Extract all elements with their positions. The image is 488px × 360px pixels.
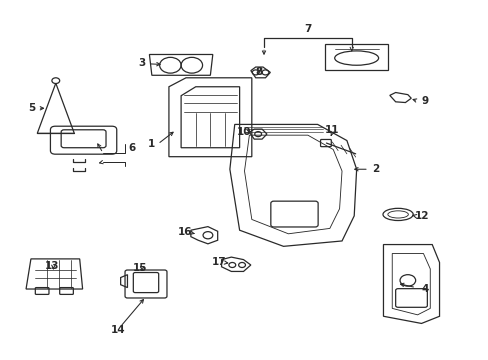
Text: 15: 15 [132,263,146,273]
Text: 13: 13 [44,261,59,271]
Text: 12: 12 [414,211,429,221]
Text: 7: 7 [304,24,311,35]
Text: 2: 2 [372,164,379,174]
Text: 3: 3 [138,58,145,68]
Text: 9: 9 [421,96,427,106]
Text: 5: 5 [28,103,35,113]
Text: 8: 8 [255,67,262,77]
Text: 4: 4 [420,284,427,294]
Text: 16: 16 [178,227,192,237]
Text: 14: 14 [110,325,125,335]
Text: 6: 6 [128,143,136,153]
Text: 10: 10 [237,127,251,136]
Text: 11: 11 [325,125,339,135]
Text: 1: 1 [148,139,155,149]
Text: 17: 17 [211,257,225,267]
